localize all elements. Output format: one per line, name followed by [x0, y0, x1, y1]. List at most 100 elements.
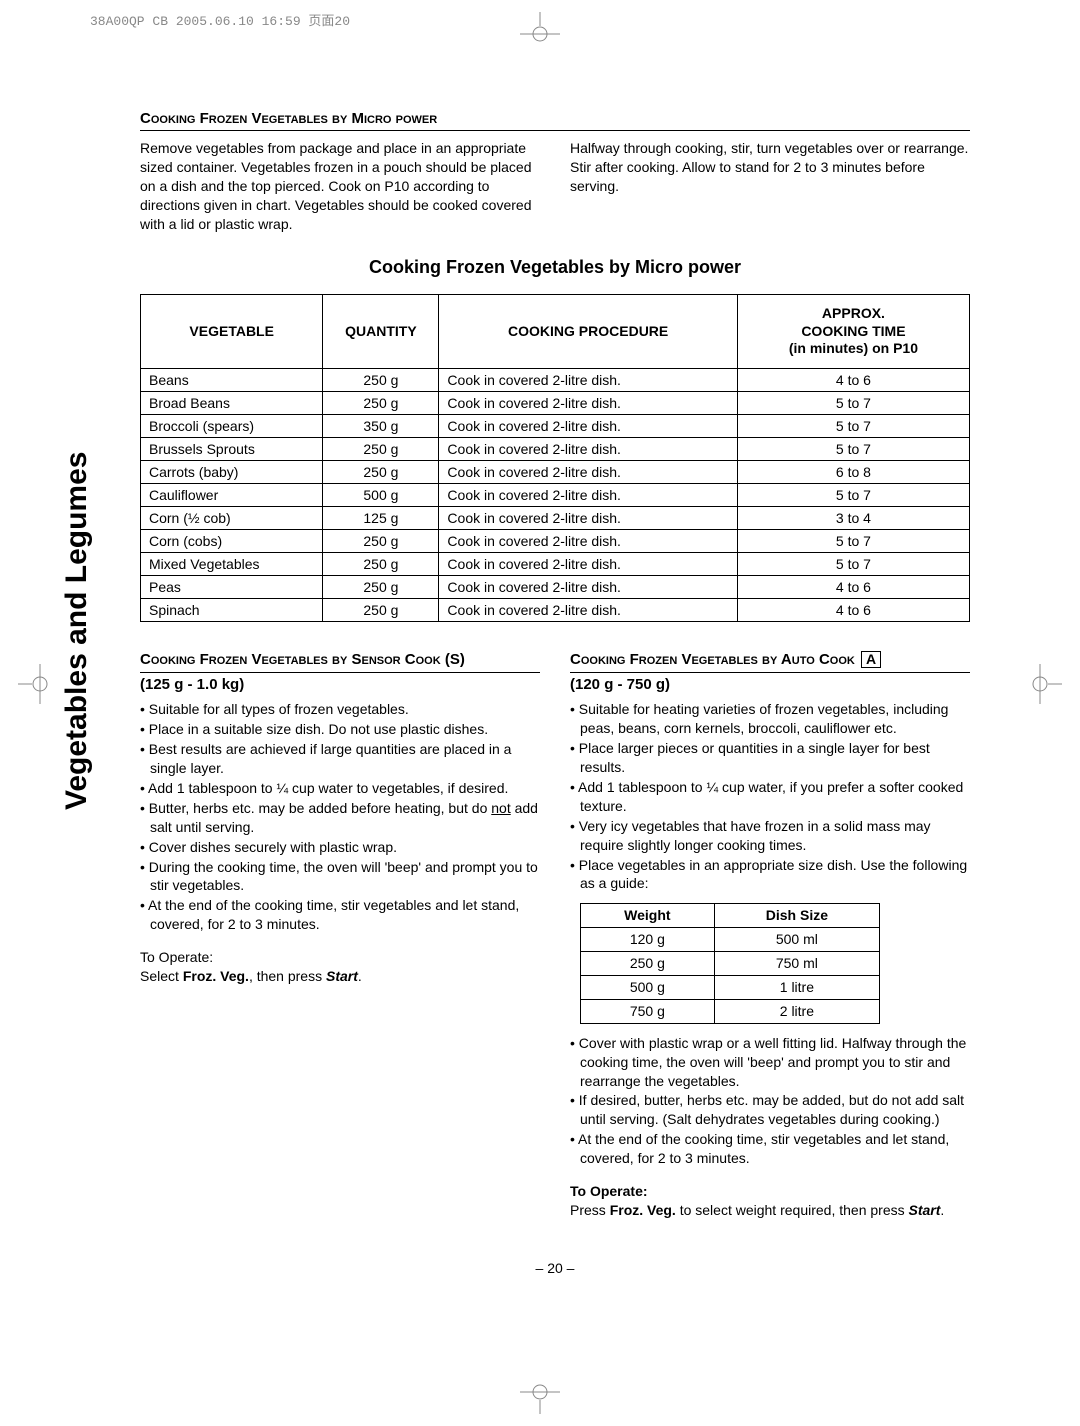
col-veg: VEGETABLE	[141, 295, 323, 369]
table-cell: Cook in covered 2-litre dish.	[439, 506, 737, 529]
list-item: At the end of the cooking time, stir veg…	[150, 896, 540, 934]
list-item: Cover with plastic wrap or a well fittin…	[580, 1034, 970, 1091]
intro-left: Remove vegetables from package and place…	[140, 139, 540, 233]
table-cell: Cook in covered 2-litre dish.	[439, 414, 737, 437]
table-cell: 500 ml	[714, 928, 879, 952]
list-item: Butter, herbs etc. may be added before h…	[150, 799, 540, 837]
list-item: Add 1 tablespoon to ¼ cup water to veget…	[150, 779, 540, 798]
table-cell: 2 litre	[714, 999, 879, 1023]
table-cell: 1 litre	[714, 976, 879, 1000]
table-cell: 250 g	[323, 575, 439, 598]
auto-operate-text: Press Froz. Veg. to select weight requir…	[570, 1201, 970, 1220]
table-row: 120 g500 ml	[581, 928, 880, 952]
sensor-range: (125 g - 1.0 kg)	[140, 675, 540, 695]
auto-column: Cooking Frozen Vegetables by Auto Cook A…	[570, 650, 970, 1220]
table-cell: 5 to 7	[737, 552, 969, 575]
table-row: Mixed Vegetables250 gCook in covered 2-l…	[141, 552, 970, 575]
table-cell: 5 to 7	[737, 529, 969, 552]
table-cell: 500 g	[581, 976, 715, 1000]
table-cell: Cook in covered 2-litre dish.	[439, 483, 737, 506]
table-cell: 350 g	[323, 414, 439, 437]
veg-table: VEGETABLE QUANTITY COOKING PROCEDURE APP…	[140, 294, 970, 622]
table-cell: 250 g	[323, 598, 439, 621]
table-cell: Beans	[141, 368, 323, 391]
table-cell: 120 g	[581, 928, 715, 952]
col-proc: COOKING PROCEDURE	[439, 295, 737, 369]
table-cell: Broad Beans	[141, 391, 323, 414]
section-heading-micro: Cooking Frozen Vegetables by Micro power	[140, 110, 970, 131]
table-cell: Cook in covered 2-litre dish.	[439, 460, 737, 483]
table-cell: Cook in covered 2-litre dish.	[439, 391, 737, 414]
print-header: 38A00QP CB 2005.06.10 16:59 页面20	[90, 10, 350, 29]
table-row: 500 g1 litre	[581, 976, 880, 1000]
col-qty: QUANTITY	[323, 295, 439, 369]
table-cell: 750 ml	[714, 952, 879, 976]
list-item: Suitable for all types of frozen vegetab…	[150, 700, 540, 719]
table-cell: Corn (cobs)	[141, 529, 323, 552]
dish-col-weight: Weight	[581, 904, 715, 928]
list-item: Very icy vegetables that have frozen in …	[580, 817, 970, 855]
crop-mark-bottom	[520, 1378, 560, 1414]
table-row: Broccoli (spears)350 gCook in covered 2-…	[141, 414, 970, 437]
table-row: Carrots (baby)250 gCook in covered 2-lit…	[141, 460, 970, 483]
list-item: Place larger pieces or quantities in a s…	[580, 739, 970, 777]
table-cell: 5 to 7	[737, 437, 969, 460]
table-cell: 250 g	[323, 368, 439, 391]
sensor-operate-text: Select Froz. Veg., then press Start.	[140, 967, 540, 986]
table-cell: 5 to 7	[737, 391, 969, 414]
table-row: Brussels Sprouts250 gCook in covered 2-l…	[141, 437, 970, 460]
col-time: APPROX.COOKING TIME(in minutes) on P10	[737, 295, 969, 369]
table-row: 250 g750 ml	[581, 952, 880, 976]
table-row: Cauliflower500 gCook in covered 2-litre …	[141, 483, 970, 506]
dish-table: Weight Dish Size 120 g500 ml250 g750 ml5…	[580, 903, 880, 1023]
table-cell: Broccoli (spears)	[141, 414, 323, 437]
table-row: Corn (½ cob)125 gCook in covered 2-litre…	[141, 506, 970, 529]
table-title: Cooking Frozen Vegetables by Micro power	[140, 257, 970, 278]
auto-range: (120 g - 750 g)	[570, 675, 970, 695]
table-cell: 250 g	[323, 460, 439, 483]
table-cell: Cook in covered 2-litre dish.	[439, 529, 737, 552]
sensor-list: Suitable for all types of frozen vegetab…	[140, 700, 540, 934]
table-cell: 3 to 4	[737, 506, 969, 529]
table-cell: Cauliflower	[141, 483, 323, 506]
table-cell: 4 to 6	[737, 368, 969, 391]
table-cell: 750 g	[581, 999, 715, 1023]
page-number: – 20 –	[140, 1260, 970, 1276]
table-cell: Cook in covered 2-litre dish.	[439, 552, 737, 575]
page-content: Cooking Frozen Vegetables by Micro power…	[140, 110, 970, 1276]
table-cell: Cook in covered 2-litre dish.	[439, 598, 737, 621]
table-cell: Spinach	[141, 598, 323, 621]
table-cell: 250 g	[323, 529, 439, 552]
list-item: Best results are achieved if large quant…	[150, 740, 540, 778]
list-item: At the end of the cooking time, stir veg…	[580, 1130, 970, 1168]
table-cell: 250 g	[323, 552, 439, 575]
table-cell: 5 to 7	[737, 483, 969, 506]
table-row: Corn (cobs)250 gCook in covered 2-litre …	[141, 529, 970, 552]
crop-mark-right	[1026, 664, 1062, 704]
list-item: Suitable for heating varieties of frozen…	[580, 700, 970, 738]
crop-mark-top	[520, 12, 560, 48]
table-cell: 6 to 8	[737, 460, 969, 483]
auto-list-bottom: Cover with plastic wrap or a well fittin…	[570, 1034, 970, 1168]
list-item: During the cooking time, the oven will '…	[150, 858, 540, 896]
list-item: Cover dishes securely with plastic wrap.	[150, 838, 540, 857]
table-row: Spinach250 gCook in covered 2-litre dish…	[141, 598, 970, 621]
intro-right: Halfway through cooking, stir, turn vege…	[570, 139, 970, 233]
table-cell: Cook in covered 2-litre dish.	[439, 368, 737, 391]
table-cell: 125 g	[323, 506, 439, 529]
table-row: Broad Beans250 gCook in covered 2-litre …	[141, 391, 970, 414]
table-cell: 250 g	[323, 437, 439, 460]
sensor-heading: Cooking Frozen Vegetables by Sensor Cook…	[140, 650, 540, 673]
list-item: Add 1 tablespoon to ¼ cup water, if you …	[580, 778, 970, 816]
table-cell: 250 g	[323, 391, 439, 414]
table-row: Beans250 gCook in covered 2-litre dish.4…	[141, 368, 970, 391]
dish-col-size: Dish Size	[714, 904, 879, 928]
table-cell: 4 to 6	[737, 598, 969, 621]
table-cell: 5 to 7	[737, 414, 969, 437]
table-cell: 4 to 6	[737, 575, 969, 598]
table-cell: Carrots (baby)	[141, 460, 323, 483]
auto-list-top: Suitable for heating varieties of frozen…	[570, 700, 970, 893]
table-cell: Peas	[141, 575, 323, 598]
table-row: Peas250 gCook in covered 2-litre dish.4 …	[141, 575, 970, 598]
table-cell: Brussels Sprouts	[141, 437, 323, 460]
